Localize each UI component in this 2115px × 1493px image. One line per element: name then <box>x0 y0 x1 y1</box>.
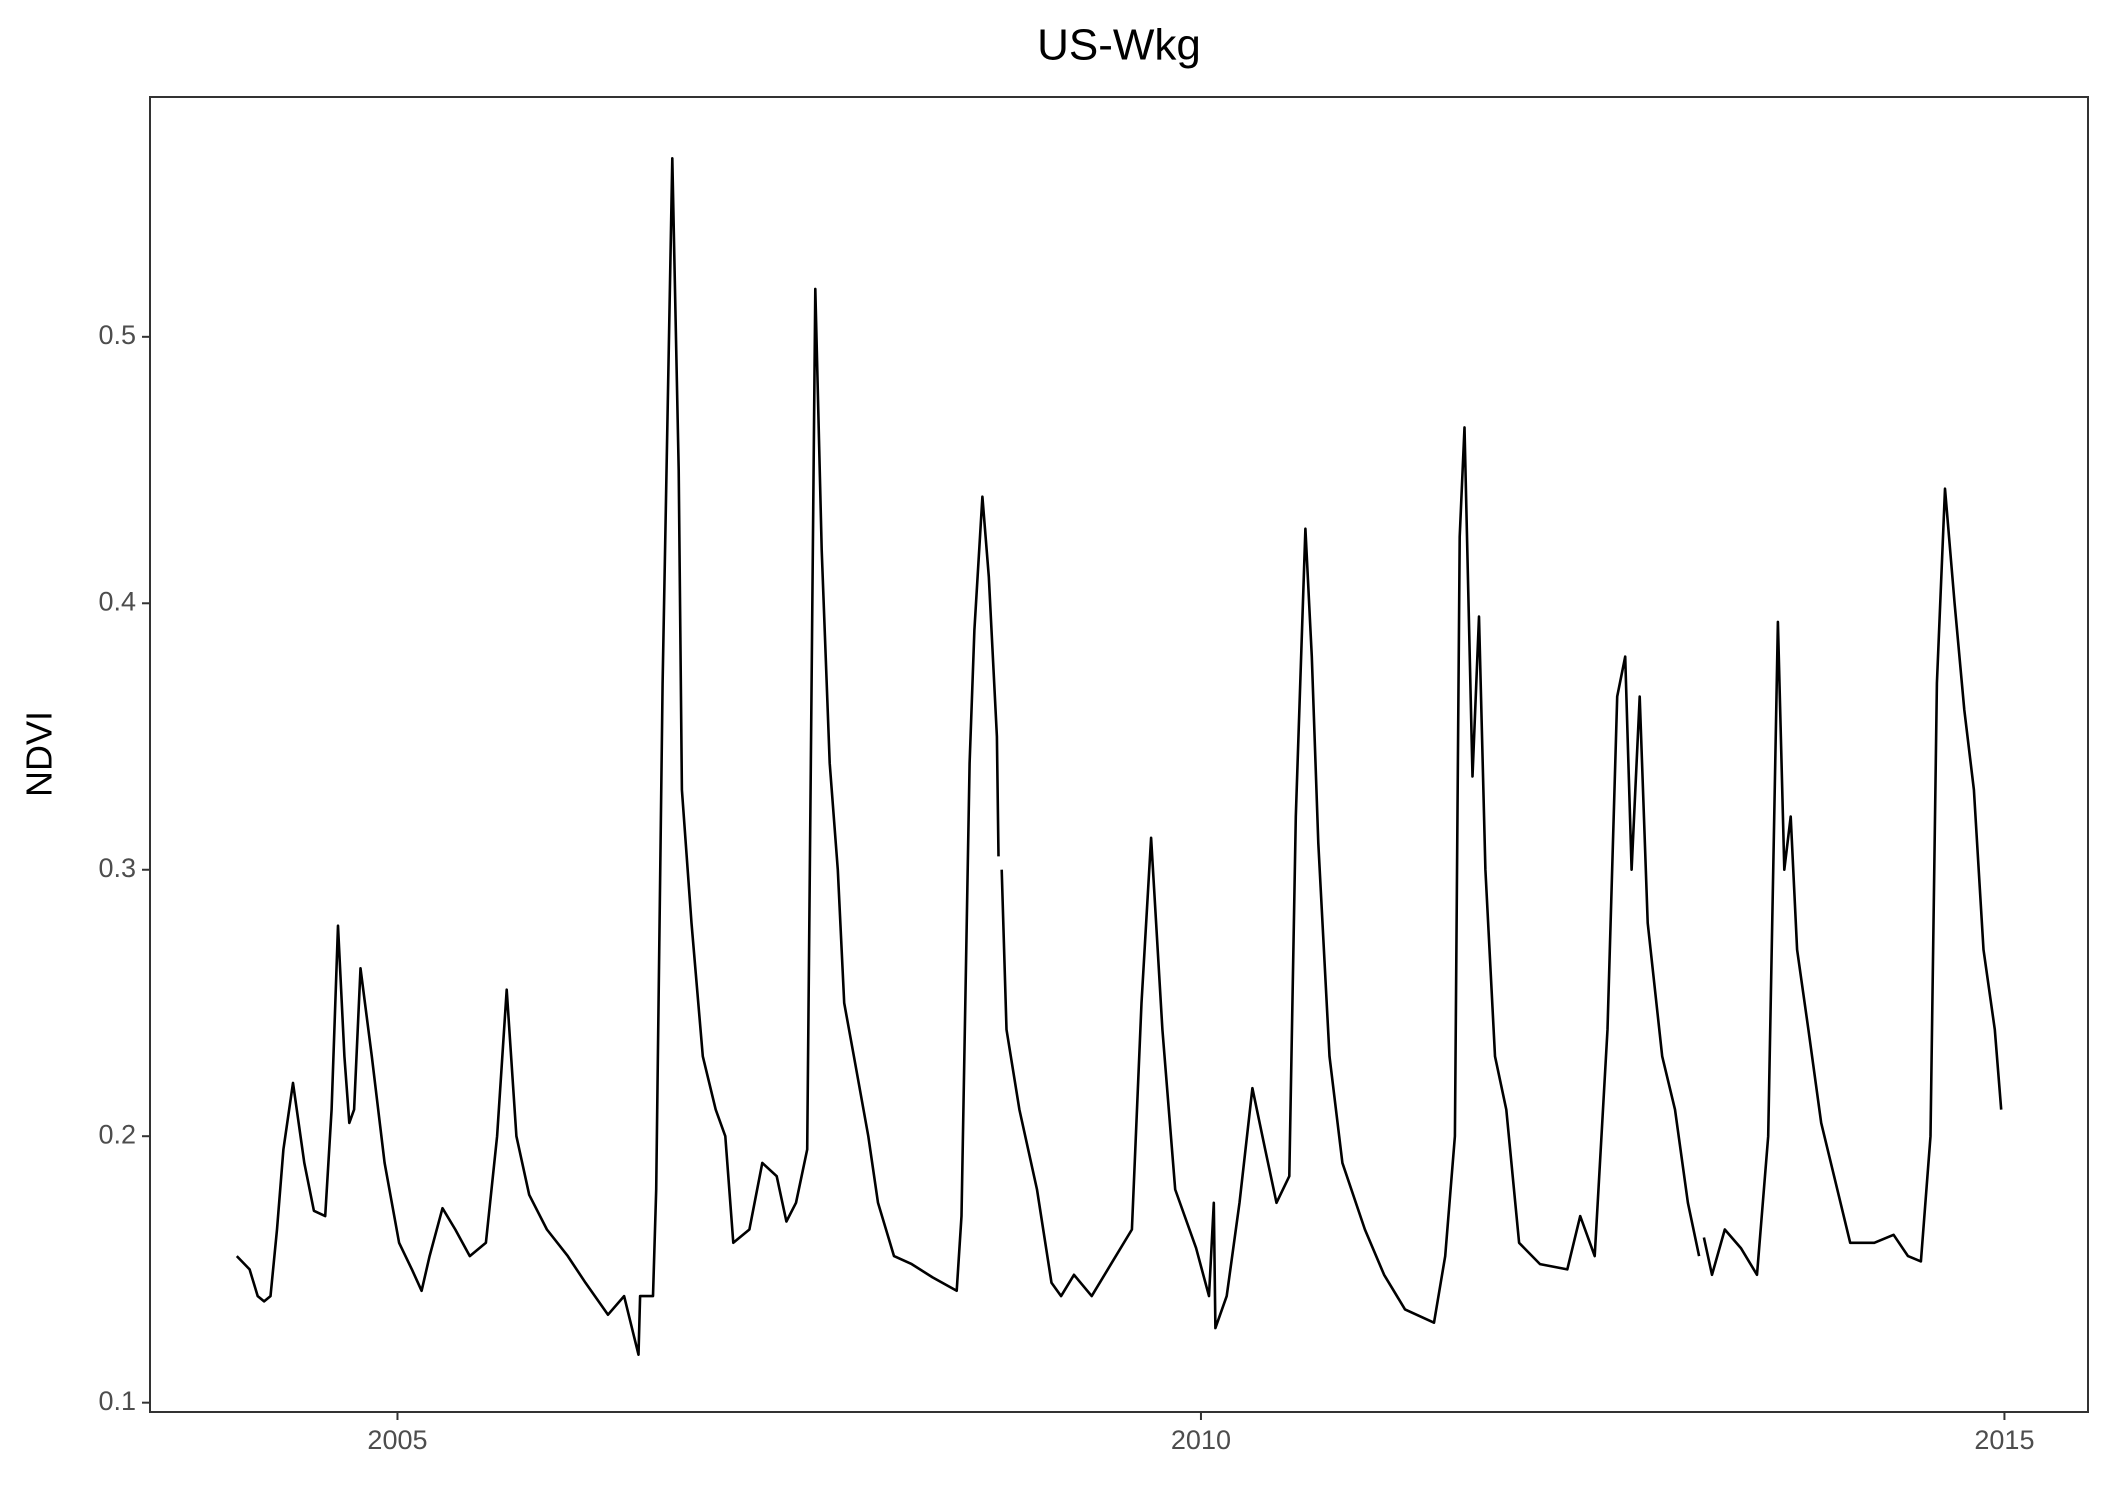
panel-border <box>149 96 2089 1413</box>
x-tick-label: 2010 <box>1171 1425 1231 1455</box>
x-tick-label: 2015 <box>1974 1425 2034 1455</box>
y-tick-label: 0.5 <box>98 320 136 350</box>
y-tick-label: 0.2 <box>98 1119 136 1149</box>
y-axis-label: NDVI <box>19 711 60 797</box>
ndvi-line <box>235 157 2003 1356</box>
y-tick-label: 0.3 <box>98 853 136 883</box>
y-tick-label: 0.1 <box>98 1386 136 1416</box>
x-tick-label: 2005 <box>367 1425 427 1455</box>
y-tick-label: 0.4 <box>98 586 136 616</box>
chart-title: US-Wkg <box>1037 21 1201 70</box>
